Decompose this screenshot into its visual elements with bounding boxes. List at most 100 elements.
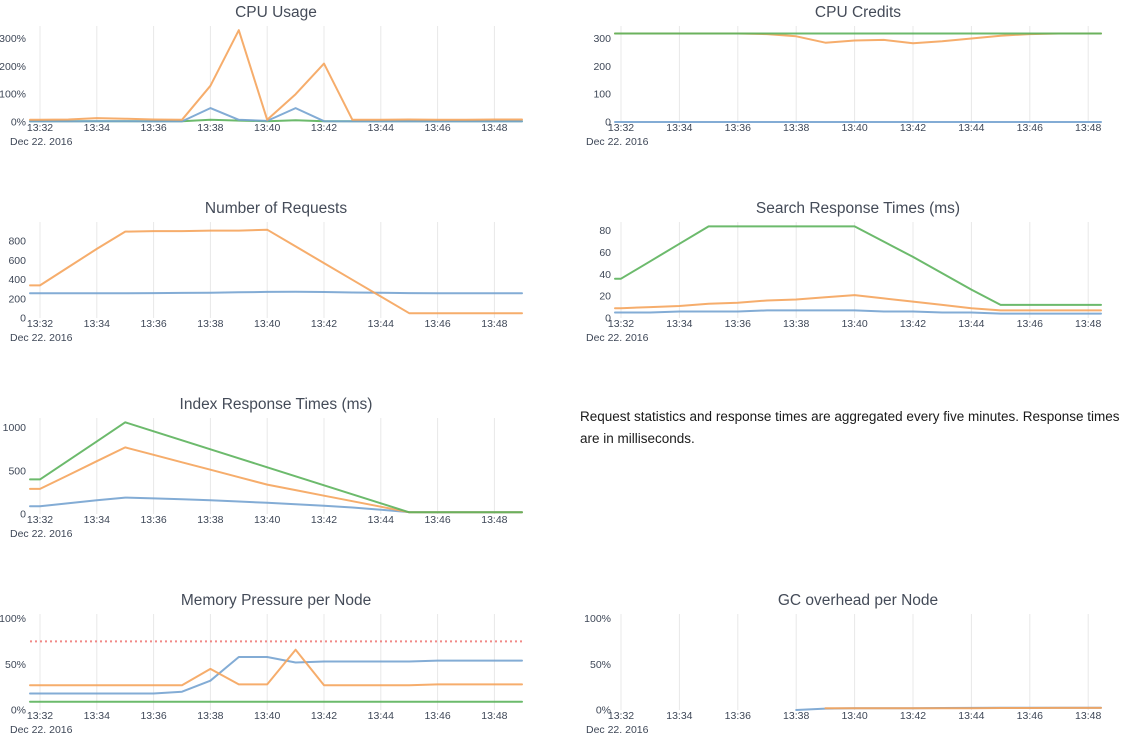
x-axis-date-label: Dec 22. 2016 [586, 724, 649, 736]
x-tick-label: 13:42 [311, 122, 337, 134]
x-tick-label: 13:36 [140, 514, 166, 526]
y-tick-label: 200% [0, 61, 26, 73]
y-tick-label: 0% [11, 117, 26, 129]
x-tick-label: 13:38 [197, 122, 223, 134]
series-line-orange [30, 30, 522, 120]
y-tick-label: 200 [593, 61, 611, 73]
series-line-orange [30, 650, 522, 686]
x-tick-label: 13:32 [27, 514, 53, 526]
x-tick-label: 13:34 [666, 122, 692, 134]
y-tick-label: 100% [584, 613, 611, 625]
y-tick-label: 300% [0, 33, 26, 45]
x-tick-label: 13:40 [254, 710, 280, 722]
x-tick-label: 13:32 [27, 710, 53, 722]
x-tick-label: 13:38 [197, 710, 223, 722]
x-tick-label: 13:42 [900, 122, 926, 134]
x-axis-date-label: Dec 22. 2016 [10, 332, 73, 344]
y-tick-label: 1000 [3, 422, 27, 434]
x-tick-label: 13:40 [254, 318, 280, 330]
x-tick-label: 13:34 [666, 710, 692, 722]
x-tick-label: 13:32 [27, 318, 53, 330]
y-tick-label: 500 [8, 465, 26, 477]
x-tick-label: 13:32 [608, 710, 634, 722]
x-tick-label: 13:36 [140, 122, 166, 134]
x-tick-label: 13:38 [783, 318, 809, 330]
x-tick-label: 13:36 [140, 318, 166, 330]
x-tick-label: 13:48 [481, 710, 507, 722]
y-tick-label: 50% [590, 659, 611, 671]
x-tick-label: 13:38 [197, 318, 223, 330]
y-tick-label: 400 [8, 274, 26, 286]
x-tick-label: 13:38 [783, 710, 809, 722]
y-tick-label: 50% [5, 659, 26, 671]
series-line-blue [30, 292, 522, 294]
x-tick-label: 13:48 [1075, 122, 1101, 134]
x-tick-label: 13:42 [311, 318, 337, 330]
x-tick-label: 13:36 [725, 122, 751, 134]
x-tick-label: 13:32 [27, 122, 53, 134]
x-tick-label: 13:36 [725, 710, 751, 722]
x-tick-label: 13:42 [311, 514, 337, 526]
x-axis-date-label: Dec 22. 2016 [586, 332, 649, 344]
x-tick-label: 13:40 [254, 514, 280, 526]
x-tick-label: 13:40 [254, 122, 280, 134]
x-tick-label: 13:48 [1075, 318, 1101, 330]
x-tick-label: 13:44 [368, 514, 394, 526]
x-tick-label: 13:40 [841, 318, 867, 330]
x-tick-label: 13:38 [197, 514, 223, 526]
x-tick-label: 13:40 [841, 710, 867, 722]
y-tick-label: 0 [20, 313, 26, 325]
x-tick-label: 13:34 [84, 514, 110, 526]
y-tick-label: 600 [8, 255, 26, 267]
x-tick-label: 13:46 [1017, 710, 1043, 722]
y-tick-label: 100 [593, 89, 611, 101]
x-tick-label: 13:46 [1017, 122, 1043, 134]
x-tick-label: 13:42 [311, 710, 337, 722]
x-tick-label: 13:44 [368, 122, 394, 134]
y-tick-label: 100% [0, 89, 26, 101]
chart-title: Search Response Times (ms) [756, 200, 960, 217]
x-tick-label: 13:36 [725, 318, 751, 330]
y-tick-label: 800 [8, 236, 26, 248]
x-tick-label: 13:44 [958, 122, 984, 134]
y-tick-label: 40 [599, 269, 611, 281]
chart-title: Index Response Times (ms) [180, 396, 373, 413]
series-line-orange [30, 230, 522, 314]
y-tick-label: 0% [11, 705, 26, 717]
x-tick-label: 13:48 [1075, 710, 1101, 722]
x-tick-label: 13:34 [666, 318, 692, 330]
x-tick-label: 13:40 [841, 122, 867, 134]
chart-title: Number of Requests [205, 200, 347, 217]
x-tick-label: 13:36 [140, 710, 166, 722]
y-tick-label: 20 [599, 291, 611, 303]
aggregation-note: Request statistics and response times ar… [580, 406, 1131, 450]
x-tick-label: 13:38 [783, 122, 809, 134]
x-tick-label: 13:46 [1017, 318, 1043, 330]
x-tick-label: 13:46 [424, 514, 450, 526]
series-line-orange [615, 34, 1101, 44]
y-tick-label: 60 [599, 247, 611, 259]
x-axis-date-label: Dec 22. 2016 [10, 136, 73, 148]
x-tick-label: 13:32 [608, 318, 634, 330]
y-tick-label: 300 [593, 33, 611, 45]
x-tick-label: 13:46 [424, 122, 450, 134]
x-tick-label: 13:34 [84, 710, 110, 722]
x-tick-label: 13:42 [900, 318, 926, 330]
x-tick-label: 13:48 [481, 514, 507, 526]
series-line-blue [30, 657, 522, 694]
